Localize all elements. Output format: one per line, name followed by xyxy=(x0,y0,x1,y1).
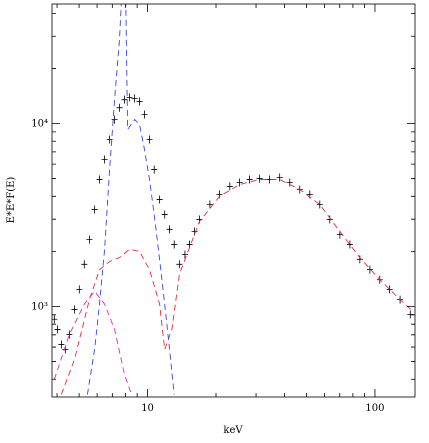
data-point xyxy=(171,240,178,249)
data-point xyxy=(316,200,323,209)
data-point xyxy=(52,315,58,324)
x-tick-label: 10 xyxy=(141,403,154,414)
data-point xyxy=(161,210,168,219)
data-point xyxy=(236,178,243,187)
data-point xyxy=(66,330,73,339)
data-point xyxy=(131,94,138,103)
model-line xyxy=(53,290,133,395)
data-point xyxy=(71,305,78,314)
data-point xyxy=(326,215,333,224)
y-tick-label: 10³ xyxy=(31,301,48,312)
data-point xyxy=(256,174,263,183)
data-point xyxy=(116,103,123,112)
data-point xyxy=(176,260,183,269)
data-point xyxy=(246,175,253,184)
data-point xyxy=(91,205,98,214)
plot-frame xyxy=(51,3,416,398)
data-point xyxy=(101,155,108,164)
data-point xyxy=(346,240,353,249)
data-point xyxy=(136,97,143,106)
x-tick-label: 100 xyxy=(365,403,384,414)
y-tick-label: 10⁴ xyxy=(31,119,48,130)
data-point xyxy=(58,340,65,349)
data-point xyxy=(151,165,158,174)
data-point xyxy=(106,135,113,144)
data-point xyxy=(226,182,233,191)
data-point xyxy=(166,225,173,234)
model-line xyxy=(60,179,414,395)
data-point xyxy=(286,178,293,187)
data-point xyxy=(386,285,393,294)
data-point xyxy=(366,265,373,274)
data-point xyxy=(111,115,118,124)
data-point xyxy=(191,227,198,236)
data-point xyxy=(76,285,83,294)
data-point xyxy=(96,175,103,184)
data-point xyxy=(156,195,163,204)
y-axis-label: E*E*F(E) xyxy=(6,177,17,224)
data-point xyxy=(121,95,128,104)
data-point xyxy=(181,250,188,259)
x-axis-label: keV xyxy=(223,425,243,436)
data-point xyxy=(206,200,213,209)
data-point xyxy=(54,325,61,334)
plot-area xyxy=(52,4,414,395)
data-point xyxy=(126,93,133,102)
data-point xyxy=(141,110,148,119)
data-point xyxy=(276,173,283,182)
model-line xyxy=(86,4,175,395)
data-point xyxy=(146,135,153,144)
data-point xyxy=(81,260,88,269)
data-point xyxy=(86,235,93,244)
